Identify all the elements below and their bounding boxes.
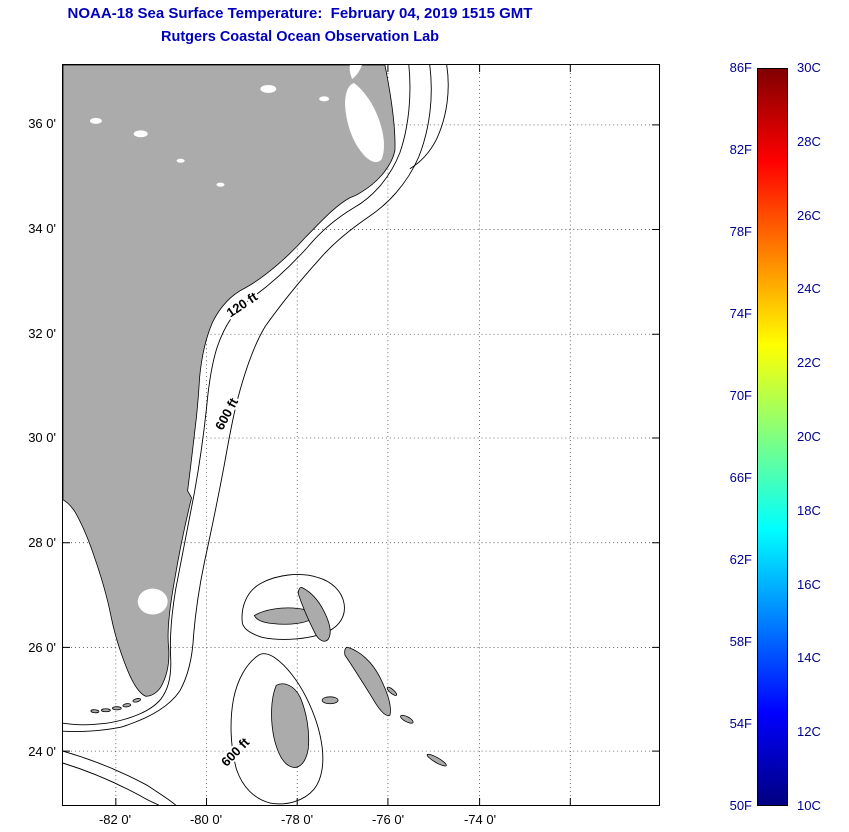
cat-island — [400, 714, 414, 724]
contour-straits-1 — [63, 750, 176, 805]
fahrenheit-tick-label: 50F — [729, 798, 752, 813]
bahamas-islands — [90, 587, 447, 768]
x-tick-label: -82 0' — [98, 812, 132, 827]
x-tick-label: -74 0' — [463, 812, 497, 827]
landmass-southeast-us — [63, 65, 396, 697]
fahrenheit-tick-label: 58F — [729, 634, 752, 649]
little-bahama-bank-edge — [241, 574, 345, 640]
y-tick-label: 28 0' — [28, 535, 56, 550]
florida-key — [122, 703, 132, 708]
contour-label-600ft: 600 ft — [212, 395, 241, 433]
fahrenheit-tick-label: 54F — [729, 716, 752, 731]
fahrenheit-tick-label: 74F — [729, 306, 752, 321]
andros — [271, 683, 310, 768]
celsius-tick-label: 28C — [797, 134, 821, 149]
y-tick-label: 34 0' — [28, 221, 56, 236]
exuma-cay — [386, 686, 398, 696]
y-tick-label: 26 0' — [28, 640, 56, 655]
fahrenheit-tick-label: 70F — [729, 388, 752, 403]
fahrenheit-tick-label: 82F — [729, 142, 752, 157]
depth-contours — [63, 65, 449, 805]
x-tick-label: -78 0' — [280, 812, 314, 827]
inland-water-bodies — [89, 65, 385, 615]
lake-okeechobee — [137, 588, 168, 615]
y-tick-label: 30 0' — [28, 430, 56, 445]
new-providence — [321, 696, 339, 705]
map-title: NOAA-18 Sea Surface Temperature: Februar… — [67, 5, 533, 22]
long-island — [426, 753, 447, 767]
contour-offshore-arc — [409, 65, 449, 170]
celsius-tick-label: 22C — [797, 355, 821, 370]
fahrenheit-tick-label: 66F — [729, 470, 752, 485]
y-tick-label: 36 0' — [28, 116, 56, 131]
celsius-tick-label: 18C — [797, 503, 821, 518]
temperature-colorbar — [757, 68, 788, 806]
celsius-tick-label: 20C — [797, 429, 821, 444]
fahrenheit-tick-label: 62F — [729, 552, 752, 567]
contour-straits-2 — [63, 762, 159, 805]
eleuthera — [344, 646, 391, 717]
celsius-tick-label: 10C — [797, 798, 821, 813]
y-tick-label: 24 0' — [28, 744, 56, 759]
x-tick-label: -80 0' — [189, 812, 223, 827]
florida-key — [111, 706, 122, 711]
celsius-tick-label: 12C — [797, 724, 821, 739]
florida-key — [100, 708, 111, 713]
abaco — [297, 587, 331, 642]
sst-map-plot: 120 ft 600 ft 600 ft — [62, 64, 660, 806]
florida-key — [90, 709, 100, 714]
grand-bahama — [253, 607, 313, 625]
florida-key — [132, 698, 142, 703]
contour-120ft — [63, 65, 411, 726]
celsius-tick-label: 16C — [797, 577, 821, 592]
celsius-tick-label: 14C — [797, 650, 821, 665]
fahrenheit-tick-label: 86F — [729, 60, 752, 75]
contour-600ft — [63, 65, 432, 733]
celsius-tick-label: 26C — [797, 208, 821, 223]
map-canvas: 120 ft 600 ft 600 ft — [63, 65, 659, 805]
contour-labels: 120 ft 600 ft 600 ft — [210, 287, 263, 772]
fahrenheit-tick-label: 78F — [729, 224, 752, 239]
great-bahama-bank-edge — [230, 653, 324, 805]
map-subtitle: Rutgers Coastal Ocean Observation Lab — [161, 29, 439, 45]
pamlico-sound — [345, 82, 385, 163]
x-tick-label: -76 0' — [371, 812, 405, 827]
chesapeake-mouth — [349, 65, 362, 79]
celsius-tick-label: 30C — [797, 60, 821, 75]
y-tick-label: 32 0' — [28, 326, 56, 341]
celsius-tick-label: 24C — [797, 281, 821, 296]
